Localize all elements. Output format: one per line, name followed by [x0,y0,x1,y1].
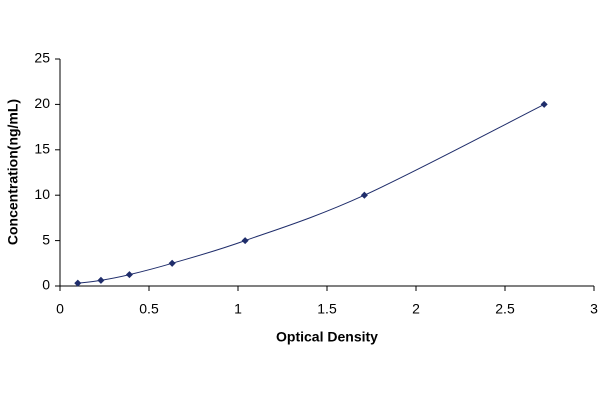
x-tick-label: 1 [234,301,242,317]
x-tick-label: 2.5 [495,301,515,317]
x-tick-label: 0 [56,301,64,317]
y-axis-title: Concentration(ng/mL) [5,99,21,245]
x-tick-label: 2 [412,301,420,317]
data-point [360,191,368,199]
x-tick-label: 1.5 [317,301,337,317]
data-point [97,276,105,284]
x-tick-label: 3 [590,301,598,317]
x-axis-title: Optical Density [276,329,378,345]
y-tick-label: 20 [34,95,50,111]
data-point [540,100,548,108]
x-tick-label: 0.5 [139,301,159,317]
y-tick-label: 10 [34,186,50,202]
fit-line [77,103,545,284]
data-point [74,279,82,287]
y-tick-label: 15 [34,141,50,157]
y-tick-label: 25 [34,50,50,66]
data-point [168,259,176,267]
data-point [125,271,133,279]
data-point [241,237,249,245]
y-tick-label: 5 [42,231,50,247]
y-tick-label: 0 [42,277,50,293]
